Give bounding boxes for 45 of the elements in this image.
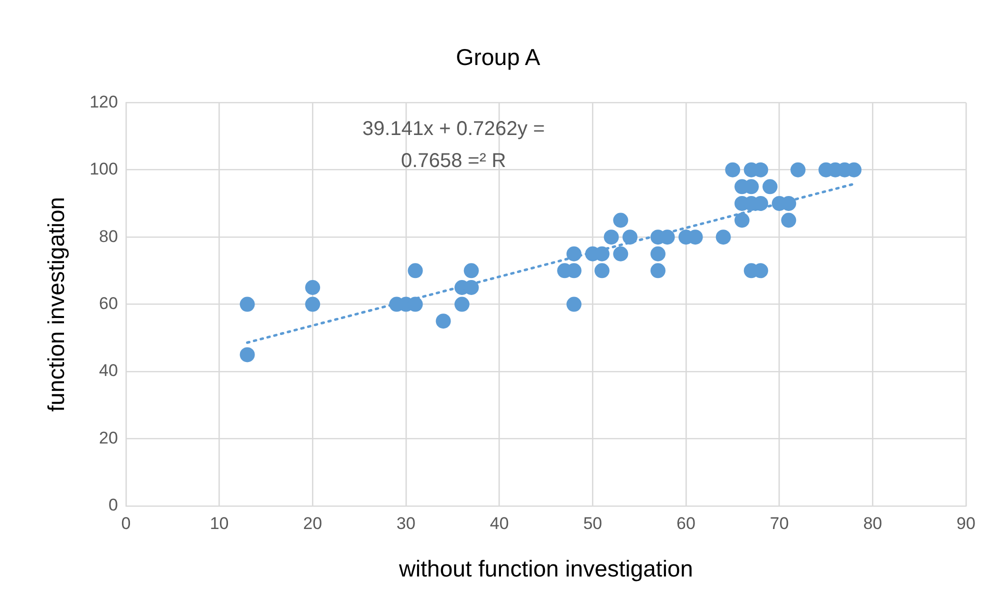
x-tick-label: 50	[583, 514, 602, 533]
point	[240, 347, 255, 362]
y-tick-label: 60	[99, 294, 118, 313]
annotation: 0.7658 =² R	[401, 150, 506, 172]
x-tick-label: 70	[770, 514, 789, 533]
point	[716, 230, 731, 245]
point	[762, 179, 778, 194]
point	[613, 246, 628, 262]
point	[650, 246, 666, 262]
annotation: 39.141x + 0.7262y =	[362, 118, 545, 140]
point	[566, 246, 582, 262]
x-tick-label: 30	[396, 514, 416, 533]
point	[790, 162, 806, 178]
point	[408, 263, 423, 278]
x-tick-label: 80	[863, 514, 882, 533]
point	[622, 230, 638, 245]
x-tick-label: 20	[303, 514, 322, 533]
y-tick-label: 0	[108, 496, 118, 515]
point	[436, 314, 451, 329]
chart-title: Group A	[456, 44, 541, 70]
point	[464, 263, 479, 278]
point	[725, 162, 740, 178]
point	[650, 263, 666, 278]
point	[604, 230, 619, 245]
y-tick-label: 40	[99, 361, 118, 380]
x-axis-title: without function investigation	[398, 556, 694, 582]
y-tick-label: 100	[90, 160, 118, 179]
point	[305, 280, 320, 295]
point	[594, 263, 610, 278]
y-axis-title: function investigation	[43, 196, 70, 412]
point	[734, 212, 750, 228]
y-tick-label: 80	[99, 226, 118, 246]
x-tick-label: 60	[676, 514, 696, 533]
point	[240, 296, 255, 312]
x-tick-label: 40	[490, 514, 509, 533]
y-tick-label: 20	[99, 428, 118, 448]
point	[454, 296, 470, 312]
x-tick-label: 0	[121, 514, 131, 533]
point	[305, 296, 320, 312]
point	[781, 212, 796, 228]
x-tick-label: 10	[210, 514, 229, 533]
point	[566, 296, 582, 312]
y-tick-label: 120	[90, 92, 118, 112]
x-tick-label: 90	[956, 514, 976, 533]
point	[613, 212, 628, 228]
